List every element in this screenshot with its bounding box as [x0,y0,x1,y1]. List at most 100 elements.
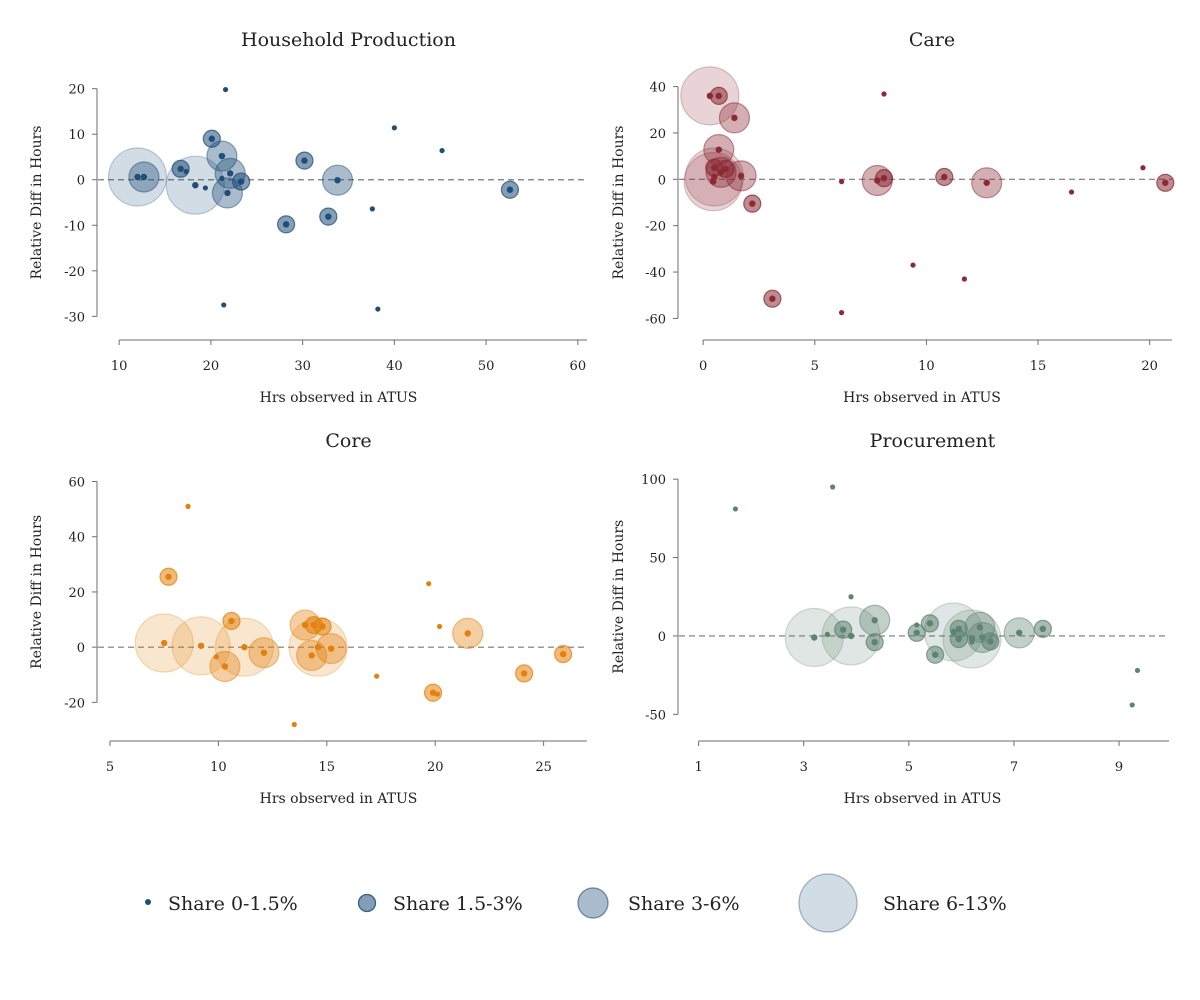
data-point [434,691,440,697]
y-tick-label: -40 [645,266,666,281]
data-point [436,623,443,630]
data-point [824,631,830,637]
y-tick-label: 100 [641,473,666,488]
y-axis-label: Relative Diff in Hours [611,520,627,674]
data-point [315,632,347,665]
data-point-dot [161,639,168,647]
data-point-dot [282,221,290,228]
data-point [981,632,1000,651]
data-point-dot [830,484,836,490]
data-point-dot [848,594,854,600]
x-axis-label: Hrs observed in ATUS [843,390,1001,406]
data-point-dot [961,276,967,282]
x-tick-label: 20 [427,760,444,775]
panel-title: Procurement [870,430,996,452]
y-tick-label: 40 [68,531,85,546]
data-point [834,620,853,639]
data-point [716,159,735,178]
data-point-dot [955,635,962,643]
data-point [248,637,280,669]
data-point-dot [221,663,229,670]
data-point [222,611,241,631]
data-point-dot [880,174,888,182]
x-tick-label: 0 [699,359,707,374]
data-point-dot [1039,625,1047,633]
data-point-dot [197,642,205,649]
data-point-dot [291,721,297,728]
data-point-dot [732,506,739,512]
data-point [319,207,338,226]
data-point [859,604,891,636]
y-tick-label: 0 [77,641,85,656]
data-point-dot [369,206,375,212]
data-point [949,629,968,649]
x-tick-label: 5 [811,359,819,374]
y-tick-label: -50 [645,708,666,723]
panel-title: Household Production [241,29,456,51]
data-point-dot [391,125,397,131]
data-point-dot [871,638,878,646]
x-tick-label: 30 [294,359,311,374]
data-point-dot [439,147,445,154]
data-point [718,102,751,134]
data-point-dot [429,689,437,696]
y-axis-label: Relative Diff in Hours [29,126,45,280]
data-point-dot [221,302,227,308]
data-point-dot [749,200,756,207]
data-point-dot [1016,629,1023,636]
legend: Share 0-1.5% Share 1.5-3% Share 3-6% Share … [145,873,1007,933]
data-point [222,86,229,93]
data-point-dot [520,670,528,677]
data-point [374,673,380,679]
data-point [213,654,219,660]
data-point [1003,617,1035,649]
data-point [369,206,375,212]
data-point [1033,619,1052,638]
data-point [423,683,443,702]
data-point-dot [426,581,432,587]
x-tick-label: 9 [1115,760,1123,775]
x-axis-label: Hrs observed in ATUS [844,791,1002,807]
data-point [920,614,939,633]
data-point [1156,173,1175,192]
y-axis-label: Relative Diff in Hours [29,515,45,669]
data-point [128,161,160,193]
x-tick-label: 60 [570,359,587,374]
data-point-dot [185,503,191,509]
data-point [291,721,297,728]
panel-1: Care -60 -40 -20 0 20 40 0 5 10 15 20 Hrs observed i… [611,29,1175,406]
data-point [159,567,178,586]
data-point-dot [319,623,326,630]
data-point [1134,667,1141,674]
data-point [961,276,967,282]
x-tick-label: 5 [905,760,913,775]
data-point [321,164,354,196]
y-tick-label: -20 [645,220,666,235]
data-point-dot [1068,189,1075,195]
legend-label: Share 1.5-3% [393,893,523,915]
data-point [874,169,894,188]
data-point-dot [506,186,514,193]
legend-marker [357,893,377,913]
data-point [232,172,251,191]
data-point [221,302,227,308]
y-tick-label: -20 [64,265,85,280]
data-point-dot [260,649,268,656]
data-point [881,91,887,97]
data-point [838,179,845,185]
data-point-dot [237,178,245,185]
data-point [171,159,190,178]
data-point-dot [731,114,738,122]
data-point-dot [871,617,878,624]
data-point-dot [375,306,381,312]
data-point [295,151,314,170]
data-point [743,194,762,213]
data-point [219,175,225,181]
x-tick-label: 1 [694,760,702,775]
data-point-dot [824,631,830,637]
x-tick-label: 20 [1141,359,1158,374]
data-point [439,147,445,154]
data-point [202,129,221,148]
data-point-dot [183,168,189,175]
